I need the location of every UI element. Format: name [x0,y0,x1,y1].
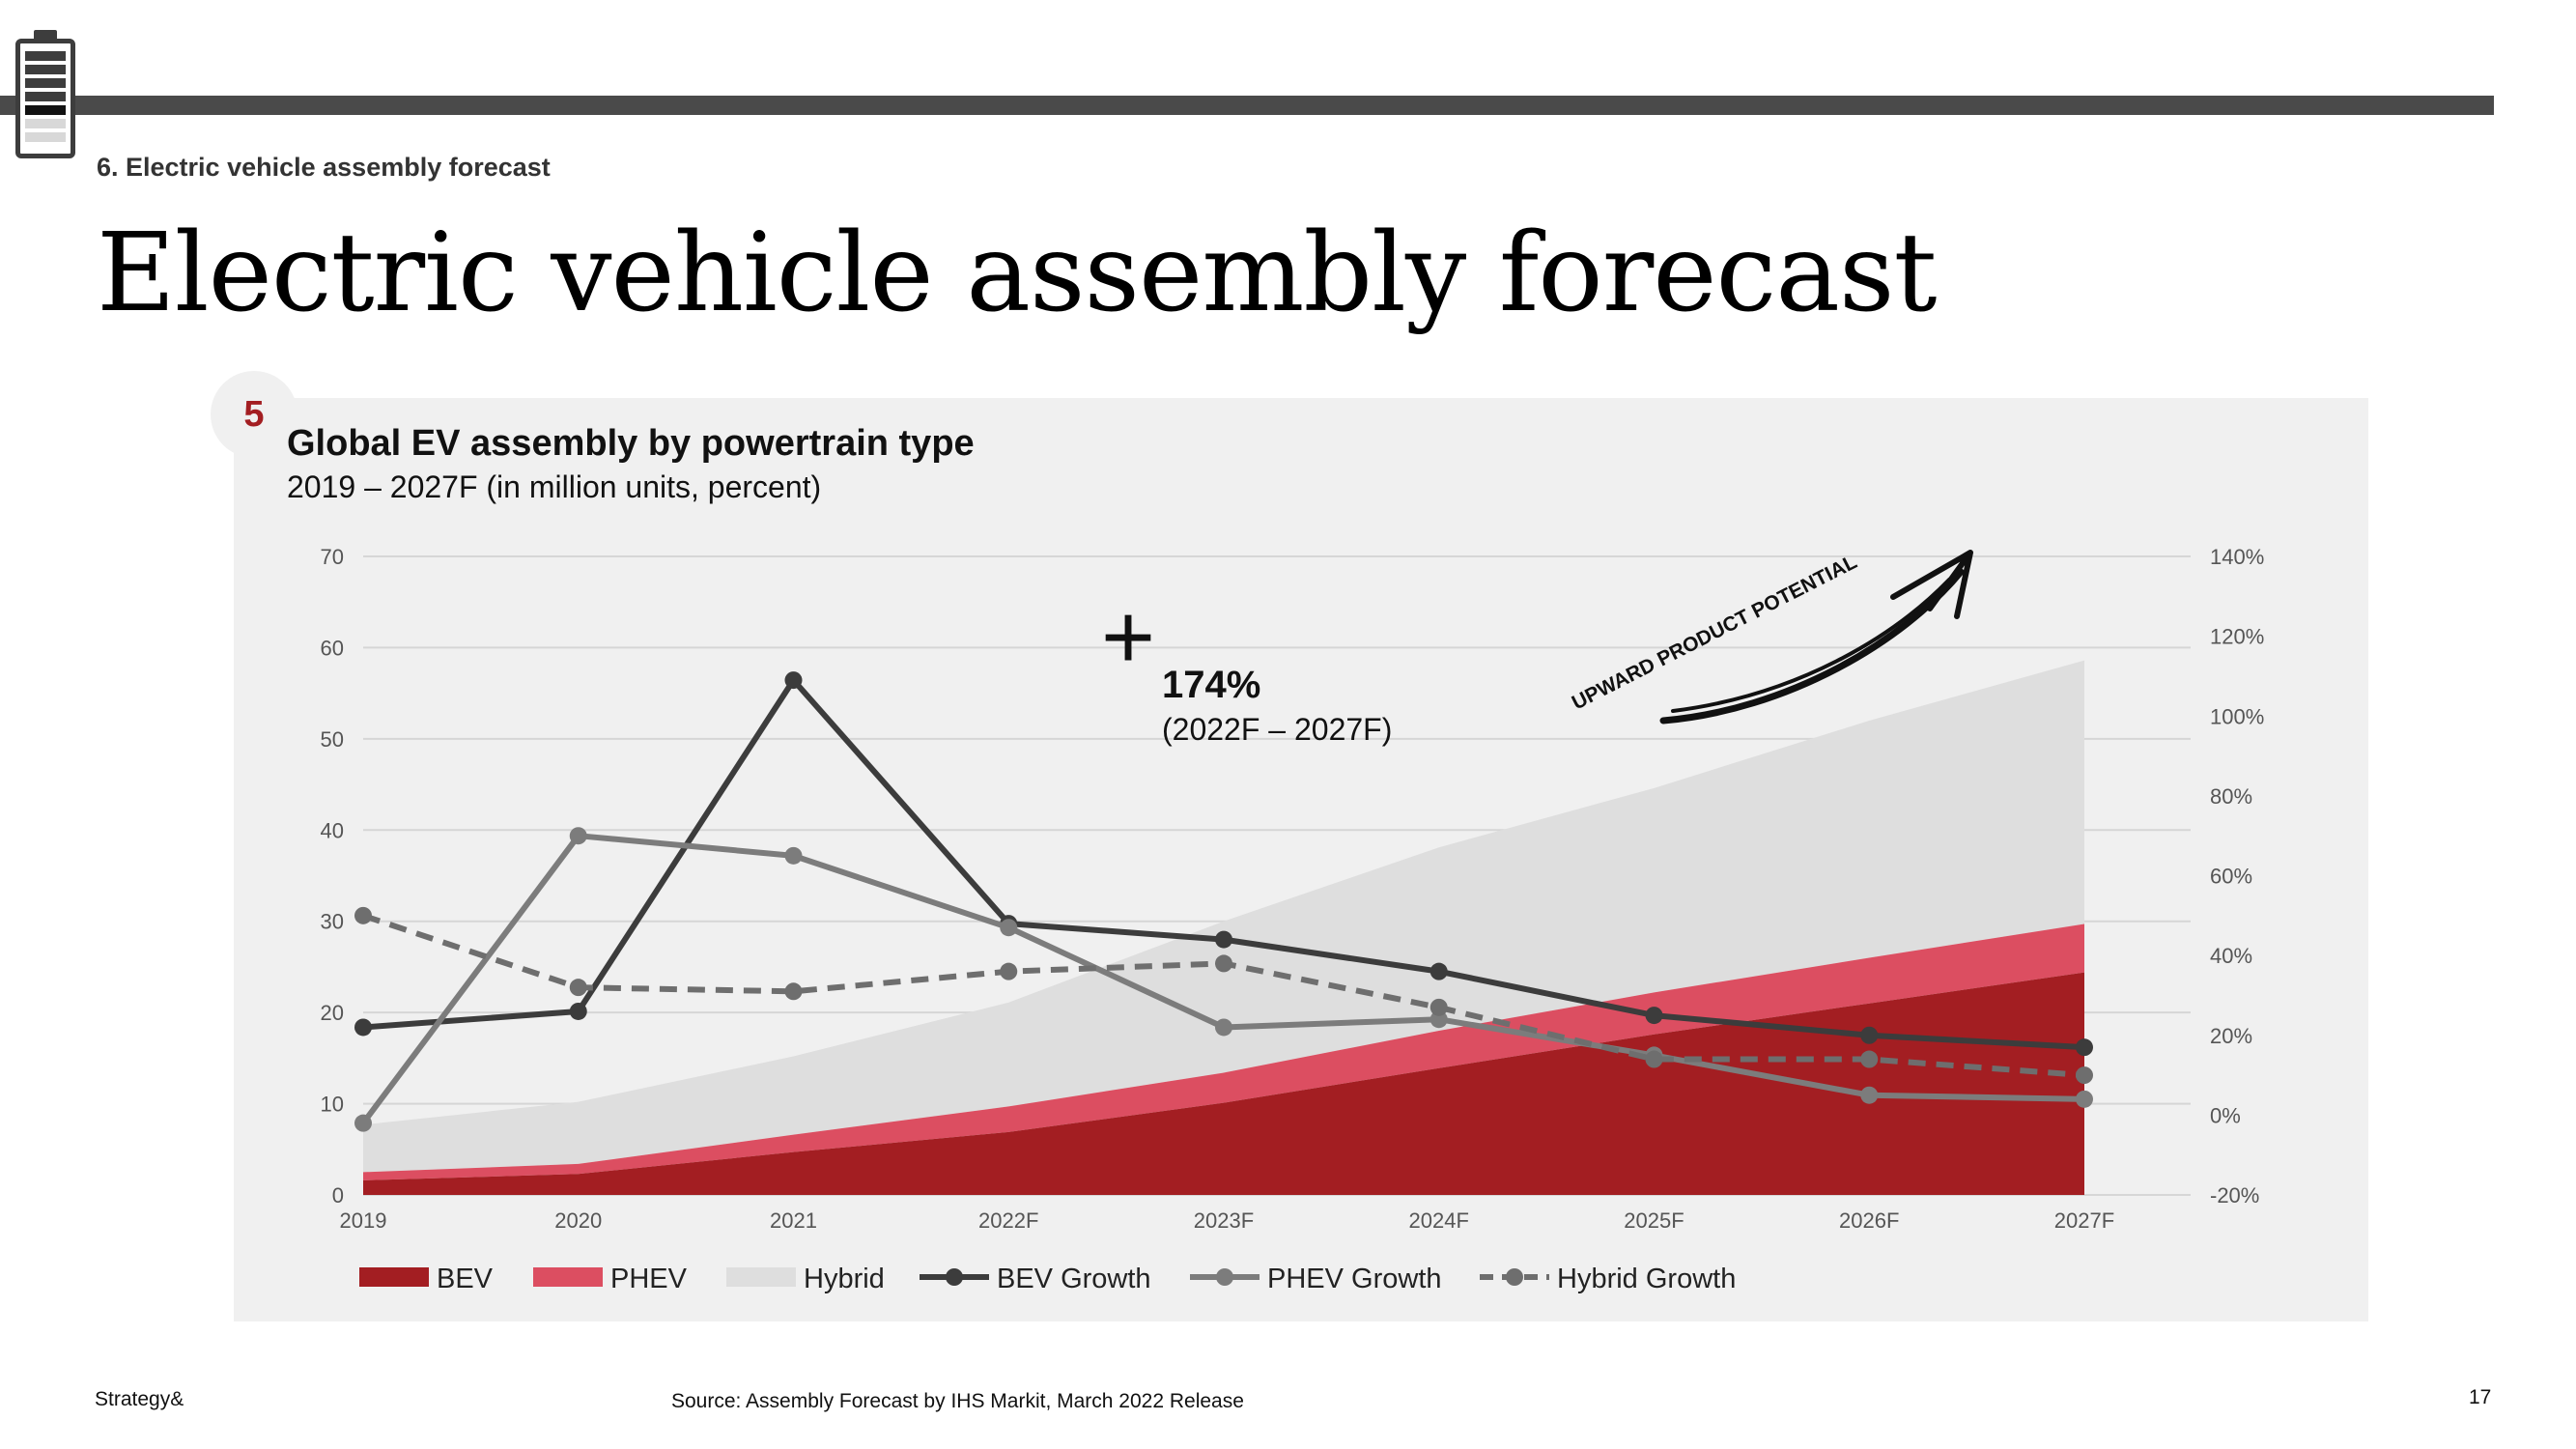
point-hybrid-growth [1430,998,1448,1016]
point-hybrid-growth [1645,1050,1663,1068]
legend-label-phev: PHEV [610,1264,688,1294]
point-bev-growth [354,1018,372,1037]
battery-icon [15,30,75,158]
x-tick-label: 2023F [1194,1208,1254,1233]
legend: BEV PHEV Hybrid BEV Growth PHEV Growth Hybrid… [359,1264,1736,1294]
point-phev-growth [784,846,803,865]
x-tick-label: 2027F [2054,1208,2114,1233]
page-title: Electric vehicle assembly forecast [97,211,1938,336]
point-phev-growth [569,827,587,845]
y-right-tick-label: 40% [2210,944,2252,968]
y-left-tick-label: 0 [332,1183,344,1208]
point-bev-growth [1860,1026,1879,1044]
legend-label-hybrid-growth: Hybrid Growth [1557,1264,1736,1294]
legend-marker-phev-growth [1216,1268,1233,1286]
x-tick-label: 2026F [1839,1208,1899,1233]
annotation-plus: + [1101,585,1155,689]
x-tick-label: 2025F [1624,1208,1684,1233]
y-right-tick-label: 120% [2210,625,2264,649]
point-hybrid-growth [569,979,587,997]
point-bev-growth [1215,930,1232,949]
point-bev-growth [784,671,803,690]
y-left-tick-label: 50 [321,727,344,752]
point-hybrid-growth [1000,962,1018,980]
y-right-tick-label: 20% [2210,1024,2252,1048]
legend-marker-bev-growth [946,1268,963,1286]
footer-brand: Strategy& [95,1388,184,1410]
legend-swatch-bev [359,1267,429,1287]
y-right-tick-label: 80% [2210,784,2252,809]
point-bev-growth [1645,1007,1663,1025]
point-phev-growth [1000,919,1018,937]
footer-source: Source: Assembly Forecast by IHS Markit,… [671,1390,1244,1412]
point-phev-growth [1860,1086,1879,1104]
y-right-tick-label: 0% [2210,1103,2241,1127]
x-tick-label: 2024F [1409,1208,1469,1233]
legend-swatch-phev [533,1267,603,1287]
y-left-tick-label: 40 [321,818,344,842]
y-left-tick-label: 30 [321,910,344,934]
x-tick-label: 2022F [978,1208,1038,1233]
y-left-tick-label: 10 [321,1093,344,1117]
annotation-period: (2022F – 2027F) [1162,712,1392,747]
chart-title: Global EV assembly by powertrain type [287,423,975,464]
point-hybrid-growth [354,906,372,924]
area-bev [363,972,2084,1195]
point-bev-growth [2076,1038,2093,1057]
arrow-label: UPWARD PRODUCT POTENTIAL [1569,551,1861,714]
point-hybrid-growth [784,982,803,1001]
chart-number-badge [211,371,297,458]
top-bar [0,96,2494,115]
y-left-tick-label: 60 [321,636,344,660]
point-hybrid-growth [1860,1050,1879,1068]
y-right-tick-label: 100% [2210,704,2264,728]
point-hybrid-growth [1215,954,1232,973]
y-left-tick-label: 70 [321,545,344,569]
area-hybrid [363,660,2084,1173]
point-phev-growth [1430,1010,1448,1029]
upward-arrow-head [1890,550,1973,619]
point-bev-growth [569,1002,587,1020]
upward-arrow-stroke [1671,578,1951,713]
section-label: 6. Electric vehicle assembly forecast [97,153,551,182]
point-phev-growth [2076,1090,2093,1108]
x-tick-label: 2021 [770,1208,817,1233]
legend-label-hybrid: Hybrid [804,1264,885,1294]
legend-marker-hybrid-growth [1506,1268,1523,1286]
legend-label-bev-growth: BEV Growth [997,1264,1151,1294]
point-phev-growth [354,1114,372,1132]
legend-label-phev-growth: PHEV Growth [1267,1264,1442,1294]
page-number: 17 [2469,1386,2492,1408]
legend-label-bev: BEV [437,1264,494,1294]
y-right-tick-label: 140% [2210,545,2264,569]
x-tick-label: 2019 [340,1208,387,1233]
chart-subtitle: 2019 – 2027F (in million units, percent) [287,469,822,504]
annotation-value: 174% [1162,664,1260,706]
x-tick-label: 2020 [554,1208,602,1233]
y-right-tick-label: -20% [2210,1183,2259,1208]
y-right-tick-label: 60% [2210,865,2252,889]
point-phev-growth [1215,1018,1232,1037]
legend-swatch-hybrid [726,1267,796,1287]
badge-number: 5 [243,394,265,435]
point-bev-growth [1430,962,1448,980]
point-hybrid-growth [2076,1066,2093,1085]
y-left-tick-label: 20 [321,1001,344,1025]
